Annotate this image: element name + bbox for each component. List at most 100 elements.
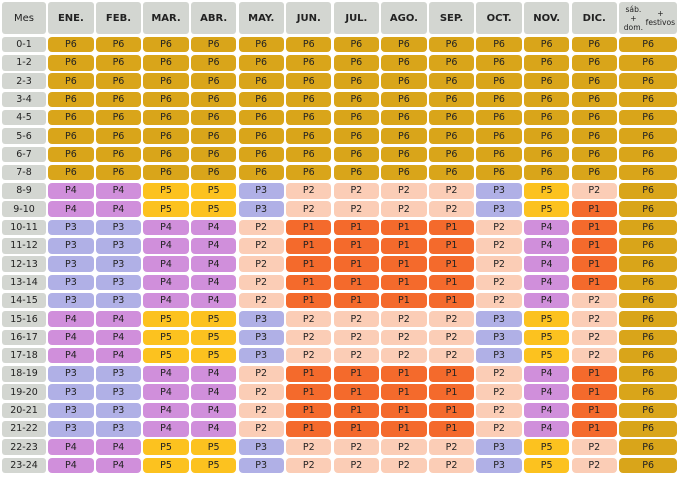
- period-cell: P6: [333, 55, 380, 71]
- hour-label: 5-6: [2, 128, 46, 144]
- period-cell: P2: [286, 457, 332, 474]
- period-cell: P6: [619, 292, 678, 309]
- period-cell: P2: [476, 274, 522, 291]
- period-cell: P5: [143, 329, 189, 346]
- period-cell: P1: [333, 256, 380, 272]
- period-cell: P4: [95, 347, 142, 364]
- period-cell: P6: [619, 402, 678, 419]
- period-cell: P6: [428, 73, 475, 89]
- hour-label: 2-3: [2, 73, 46, 89]
- hour-label: 8-9: [2, 183, 46, 199]
- period-cell: P6: [238, 128, 284, 144]
- header-month: JUL.: [333, 2, 380, 34]
- period-cell: P5: [143, 347, 189, 364]
- period-cell: P6: [619, 329, 678, 346]
- period-cell: P1: [286, 292, 332, 309]
- period-cell: P5: [143, 311, 189, 327]
- period-cell: P6: [428, 128, 475, 144]
- period-cell: P6: [238, 73, 284, 89]
- period-cell: P1: [381, 292, 427, 309]
- period-cell: P6: [619, 109, 678, 126]
- period-cell: P1: [571, 384, 617, 400]
- period-cell: P2: [333, 457, 380, 474]
- header-month: DIC.: [571, 2, 617, 34]
- period-cell: P3: [238, 183, 284, 199]
- hour-label: 17-18: [2, 347, 46, 364]
- period-cell: P6: [619, 128, 678, 144]
- period-cell: P4: [48, 201, 94, 217]
- period-cell: P6: [286, 73, 332, 89]
- period-cell: P6: [48, 55, 94, 71]
- hour-label: 0-1: [2, 36, 46, 53]
- period-cell: P6: [381, 91, 427, 108]
- period-cell: P6: [95, 128, 142, 144]
- period-cell: P4: [190, 421, 237, 437]
- period-cell: P4: [523, 292, 570, 309]
- period-cell: P6: [95, 109, 142, 126]
- period-cell: P5: [190, 201, 237, 217]
- period-cell: P1: [381, 238, 427, 254]
- period-cell: P1: [428, 256, 475, 272]
- header-month: JUN.: [286, 2, 332, 34]
- period-cell: P1: [333, 421, 380, 437]
- period-cell: P4: [143, 219, 189, 236]
- hour-label: 22-23: [2, 439, 46, 455]
- period-cell: P5: [523, 183, 570, 199]
- period-cell: P6: [619, 274, 678, 291]
- period-cell: P6: [476, 73, 522, 89]
- period-cell: P6: [619, 366, 678, 382]
- period-cell: P2: [333, 439, 380, 455]
- period-cell: P2: [333, 347, 380, 364]
- period-cell: P2: [238, 384, 284, 400]
- period-cell: P6: [190, 146, 237, 163]
- period-cell: P1: [571, 256, 617, 272]
- period-cell: P4: [95, 439, 142, 455]
- period-cell: P6: [523, 128, 570, 144]
- period-cell: P3: [95, 292, 142, 309]
- period-cell: P6: [523, 164, 570, 181]
- period-cell: P6: [286, 164, 332, 181]
- period-cell: P4: [48, 347, 94, 364]
- period-cell: P5: [190, 439, 237, 455]
- period-cell: P2: [333, 329, 380, 346]
- hour-label: 6-7: [2, 146, 46, 163]
- period-cell: P6: [48, 91, 94, 108]
- period-cell: P3: [48, 402, 94, 419]
- period-cell: P3: [48, 219, 94, 236]
- period-cell: P4: [48, 183, 94, 199]
- period-cell: P2: [238, 256, 284, 272]
- period-cell: P4: [143, 292, 189, 309]
- period-cell: P1: [381, 219, 427, 236]
- period-cell: P1: [428, 402, 475, 419]
- period-cell: P6: [428, 146, 475, 163]
- period-cell: P3: [476, 457, 522, 474]
- period-cell: P6: [143, 91, 189, 108]
- period-cell: P6: [381, 146, 427, 163]
- period-cell: P4: [190, 274, 237, 291]
- hour-label: 23-24: [2, 457, 46, 474]
- period-cell: P1: [381, 421, 427, 437]
- period-cell: P2: [381, 347, 427, 364]
- period-cell: P4: [523, 402, 570, 419]
- period-cell: P6: [476, 91, 522, 108]
- period-cell: P3: [48, 256, 94, 272]
- period-cell: P6: [190, 36, 237, 53]
- period-cell: P1: [286, 384, 332, 400]
- period-cell: P5: [190, 457, 237, 474]
- period-cell: P6: [333, 36, 380, 53]
- hour-label: 10-11: [2, 219, 46, 236]
- period-cell: P4: [190, 238, 237, 254]
- period-cell: P6: [238, 164, 284, 181]
- period-cell: P3: [238, 329, 284, 346]
- period-cell: P1: [333, 219, 380, 236]
- period-cell: P6: [428, 36, 475, 53]
- hour-label: 11-12: [2, 238, 46, 254]
- period-cell: P4: [523, 421, 570, 437]
- period-cell: P6: [523, 55, 570, 71]
- period-cell: P2: [333, 183, 380, 199]
- period-cell: P6: [143, 73, 189, 89]
- period-cell: P3: [48, 366, 94, 382]
- period-cell: P1: [571, 238, 617, 254]
- period-cell: P6: [476, 109, 522, 126]
- period-cell: P6: [190, 91, 237, 108]
